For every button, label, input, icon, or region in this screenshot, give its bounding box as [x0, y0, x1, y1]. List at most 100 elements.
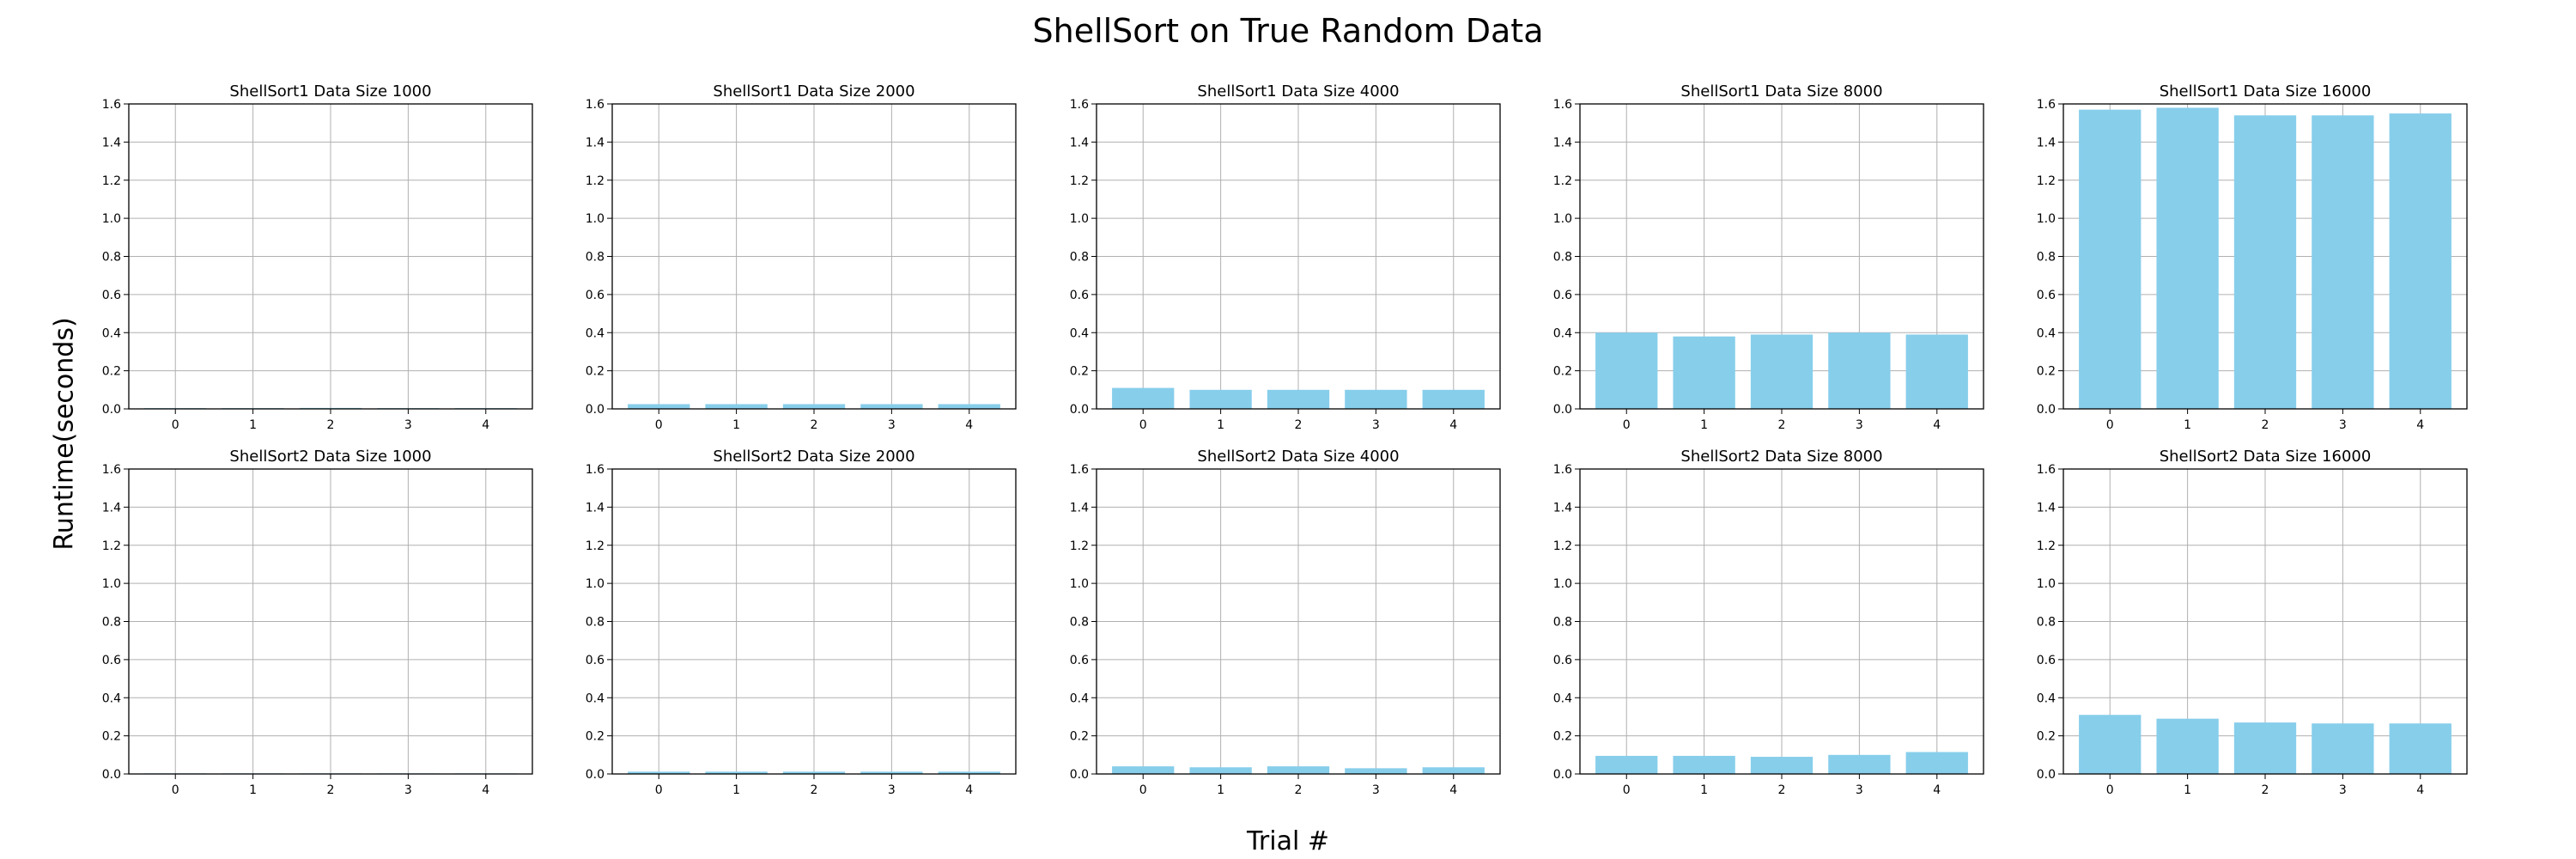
y-tick-label: 1.0 [102, 212, 121, 226]
x-tick-label: 2 [1295, 418, 1303, 432]
bar [782, 404, 846, 409]
y-tick-label: 1.0 [586, 577, 605, 591]
x-tick-label: 0 [655, 418, 663, 432]
bar [2079, 715, 2142, 774]
x-tick-label: 1 [2184, 418, 2191, 432]
y-tick-label: 1.6 [1553, 98, 1572, 112]
x-tick-label: 0 [655, 783, 663, 797]
x-tick-label: 4 [2416, 418, 2424, 432]
x-tick-label: 1 [1700, 418, 1708, 432]
x-tick-label: 3 [888, 418, 896, 432]
x-tick-label: 2 [2262, 783, 2269, 797]
x-tick-label: 3 [1856, 783, 1863, 797]
y-tick-label: 0.8 [1553, 616, 1572, 630]
y-tick-label: 0.2 [1553, 365, 1572, 379]
y-tick-label: 0.0 [1553, 403, 1572, 417]
y-tick-label: 1.2 [2037, 539, 2056, 553]
subplot-title: ShellSort1 Data Size 16000 [2160, 82, 2372, 101]
y-tick-label: 1.0 [2037, 577, 2056, 591]
bar [1267, 766, 1330, 774]
y-tick-label: 1.4 [2037, 501, 2056, 515]
y-tick-label: 0.2 [2037, 730, 2056, 744]
bar [2312, 723, 2374, 774]
x-tick-label: 4 [965, 783, 973, 797]
y-tick-label: 1.6 [1070, 98, 1089, 112]
y-tick-label: 0.8 [2037, 251, 2056, 265]
y-tick-label: 1.2 [102, 539, 121, 553]
x-tick-label: 4 [482, 783, 489, 797]
subplot-2: ShellSort1 Data Size 2000 0.0 0.2 0.4 0.6 0.8… [586, 82, 1017, 432]
y-tick-label: 0.4 [2037, 691, 2056, 705]
y-tick-label: 1.6 [1553, 463, 1572, 477]
y-tick-label: 1.0 [2037, 212, 2056, 226]
bar [2312, 115, 2374, 409]
x-tick-label: 3 [1856, 418, 1863, 432]
y-tick-label: 0.8 [1553, 251, 1572, 265]
bar [2156, 718, 2219, 774]
y-tick-label: 0.0 [2037, 403, 2056, 417]
x-tick-label: 0 [2106, 418, 2114, 432]
x-tick-label: 0 [1139, 783, 1147, 797]
bar [2079, 109, 2142, 409]
y-tick-label: 1.6 [586, 98, 605, 112]
y-tick-label: 1.2 [1070, 174, 1089, 188]
y-tick-label: 0.8 [102, 616, 121, 630]
bar [1750, 334, 1814, 409]
x-tick-label: 2 [327, 783, 335, 797]
y-tick-label: 0.6 [102, 289, 121, 302]
y-tick-label: 0.0 [2037, 768, 2056, 782]
y-tick-label: 1.4 [102, 501, 121, 515]
bar [1673, 336, 1735, 409]
x-tick-label: 3 [404, 418, 412, 432]
y-tick-label: 1.4 [102, 136, 121, 149]
x-tick-label: 4 [2416, 783, 2424, 797]
y-tick-label: 1.0 [1070, 577, 1089, 591]
y-tick-label: 0.0 [1070, 768, 1089, 782]
y-tick-label: 1.4 [2037, 136, 2056, 149]
x-tick-label: 1 [249, 783, 257, 797]
x-tick-label: 1 [1217, 783, 1224, 797]
x-tick-label: 3 [1372, 418, 1380, 432]
y-tick-label: 0.2 [1553, 730, 1572, 744]
subplot-4: ShellSort1 Data Size 8000 0.0 0.2 0.4 0.6 0.8… [1553, 82, 1984, 432]
y-tick-label: 0.4 [1553, 691, 1572, 705]
y-tick-label: 1.6 [1070, 463, 1089, 477]
y-tick-label: 0.8 [2037, 616, 2056, 630]
x-tick-label: 2 [1778, 783, 1786, 797]
y-tick-label: 1.6 [102, 98, 121, 112]
y-tick-label: 0.6 [1553, 289, 1572, 302]
y-tick-label: 0.0 [102, 403, 121, 417]
bar [1267, 389, 1330, 409]
subplot-title: ShellSort1 Data Size 4000 [1197, 82, 1399, 101]
subplot-title: ShellSort2 Data Size 1000 [229, 448, 431, 466]
y-tick-label: 0.8 [1070, 251, 1089, 265]
y-tick-label: 0.0 [586, 403, 605, 417]
x-tick-label: 2 [1778, 418, 1786, 432]
x-tick-label: 3 [404, 783, 412, 797]
y-tick-label: 1.6 [102, 463, 121, 477]
y-tick-label: 0.6 [1070, 654, 1089, 667]
y-tick-label: 0.2 [1070, 365, 1089, 379]
y-tick-label: 0.8 [102, 251, 121, 265]
y-tick-label: 0.2 [102, 365, 121, 379]
bar [705, 404, 768, 409]
y-tick-label: 1.0 [1553, 212, 1572, 226]
x-tick-label: 2 [327, 418, 335, 432]
x-tick-label: 4 [1933, 783, 1941, 797]
subplot-10: ShellSort2 Data Size 16000 0.0 0.2 0.4 0.6 0.… [2037, 448, 2468, 797]
y-tick-label: 0.4 [102, 326, 121, 340]
y-tick-label: 0.4 [102, 691, 121, 705]
y-tick-label: 1.2 [2037, 174, 2056, 188]
bar [938, 771, 1000, 774]
bar [2233, 115, 2297, 409]
subplot-5: ShellSort1 Data Size 16000 0.0 0.2 0.4 0.6 0.… [2037, 82, 2468, 432]
y-tick-label: 0.2 [586, 730, 605, 744]
y-tick-label: 0.6 [2037, 289, 2056, 302]
subplot-6: ShellSort2 Data Size 1000 0.0 0.2 0.4 0.6 0.8… [102, 448, 533, 797]
x-tick-label: 2 [811, 783, 818, 797]
y-tick-label: 1.2 [586, 539, 605, 553]
y-tick-label: 1.0 [102, 577, 121, 591]
x-tick-label: 1 [732, 418, 740, 432]
y-tick-label: 0.6 [102, 654, 121, 667]
